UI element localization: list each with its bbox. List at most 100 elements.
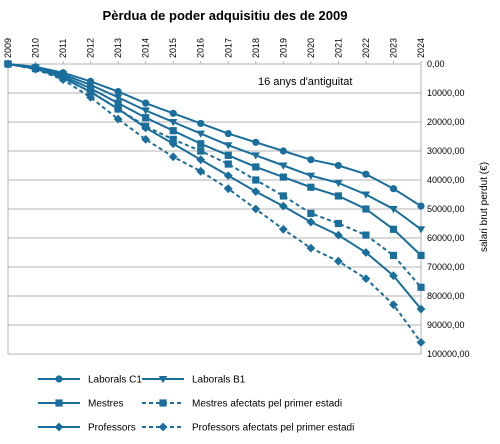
- data-point: [306, 172, 316, 180]
- data-point: [197, 147, 205, 155]
- data-point: [113, 104, 123, 114]
- legend-marker: [55, 375, 63, 383]
- data-point: [141, 107, 150, 115]
- x-tick-label: 2016: [196, 38, 206, 58]
- series-line: [7, 63, 422, 207]
- legend-label: Mestres afectats pel primer estadi: [192, 399, 342, 410]
- data-point: [169, 119, 178, 127]
- data-point: [142, 114, 150, 122]
- legend-item-mestres: Mestres: [38, 399, 124, 410]
- data-point: [279, 173, 287, 181]
- y-tick-label: 50000,00: [427, 204, 465, 214]
- x-axis-tick-labels: 2009 2010 2011 2012 2013 2014 2015 2016 2017 2018…: [3, 38, 426, 64]
- x-tick-label: 2010: [31, 38, 41, 58]
- data-point: [417, 251, 425, 259]
- data-point: [334, 179, 343, 188]
- x-tick-label: 2009: [3, 38, 13, 58]
- data-point: [417, 283, 425, 291]
- data-point: [306, 217, 316, 227]
- y-tick-label: 10000,00: [427, 88, 465, 98]
- data-point: [113, 94, 123, 102]
- data-point: [416, 304, 426, 314]
- legend-item-laborals-b1: Laborals B1: [142, 375, 246, 386]
- data-point: [252, 163, 260, 171]
- data-point: [362, 170, 370, 178]
- y-tick-label: 100000,00: [427, 349, 470, 359]
- data-point: [168, 139, 178, 149]
- legend-item-laborals-c1: Laborals C1: [38, 375, 142, 386]
- y-tick-label: 30000,00: [427, 146, 465, 156]
- x-tick-label: 2014: [141, 38, 151, 58]
- data-point: [141, 135, 151, 144]
- data-point: [223, 171, 233, 181]
- legend-item-professors: Professors: [38, 423, 136, 434]
- data-point: [142, 99, 150, 107]
- data-point: [279, 147, 287, 155]
- data-point: [86, 92, 95, 102]
- data-point: [114, 99, 122, 107]
- data-point: [279, 162, 288, 170]
- x-tick-label: 2012: [86, 38, 96, 58]
- legend-item-mestres-afectats-pel-primer-estadi: Mestres afectats pel primer estadi: [142, 399, 342, 410]
- data-point: [224, 142, 233, 150]
- x-tick-label: 2015: [168, 38, 178, 58]
- x-tick-label: 2018: [251, 38, 261, 58]
- data-point: [416, 226, 426, 234]
- data-point: [307, 156, 315, 164]
- data-point: [169, 109, 177, 117]
- x-tick-label: 2021: [333, 38, 343, 58]
- data-point: [417, 202, 425, 210]
- x-tick-label: 2019: [278, 38, 288, 58]
- data-point: [306, 243, 316, 253]
- data-point: [389, 206, 398, 214]
- data-point: [31, 64, 40, 74]
- data-point: [197, 119, 205, 128]
- data-point: [251, 152, 260, 160]
- data-point: [251, 204, 261, 214]
- data-point: [197, 140, 205, 148]
- data-point: [224, 160, 232, 168]
- data-point: [389, 185, 398, 193]
- x-tick-label: 2024: [416, 38, 426, 58]
- data-point: [361, 248, 371, 257]
- series-line: [7, 63, 422, 310]
- y-tick-label: 70000,00: [427, 262, 465, 272]
- y-tick-label: 0,00: [427, 59, 445, 69]
- y-tick-label: 20000,00: [427, 117, 465, 127]
- legend-marker: [158, 376, 168, 384]
- data-point: [224, 151, 232, 159]
- data-point: [389, 225, 398, 233]
- data-point: [389, 300, 398, 310]
- data-point: [58, 75, 68, 85]
- data-point: [224, 130, 232, 138]
- data-point: [334, 256, 343, 266]
- legend-label: Mestres: [88, 399, 124, 410]
- data-point: [361, 191, 371, 199]
- series-line: [7, 63, 422, 231]
- x-tick-label: 2017: [223, 38, 233, 58]
- data-point: [252, 176, 260, 184]
- x-tick-label: 2023: [388, 38, 398, 58]
- data-point: [307, 183, 315, 191]
- data-point: [334, 219, 342, 228]
- data-point: [279, 192, 287, 200]
- x-tick-label: 2022: [361, 38, 371, 58]
- chart-title: Pèrdua de poder adquisitiu des de 2009: [103, 8, 348, 23]
- data-point: [169, 127, 177, 135]
- y-tick-label: 60000,00: [427, 233, 465, 243]
- series-layer: [3, 59, 426, 347]
- y-tick-label: 90000,00: [427, 320, 465, 330]
- data-point: [334, 161, 342, 170]
- legend-item-professors-afectats-pel-primer-estadi: Professors afectats pel primer estadi: [142, 423, 354, 434]
- x-tick-label: 2011: [58, 39, 68, 58]
- data-point: [168, 152, 178, 162]
- legend-marker: [54, 422, 64, 432]
- data-point: [114, 87, 122, 96]
- y-axis-tick-labels: 0,00 10000,00 20000,00 30000,00 40000,00 5000…: [427, 59, 470, 359]
- series-line: [7, 63, 422, 257]
- legend-label: Professors: [88, 423, 136, 434]
- legend-marker: [159, 399, 167, 407]
- y-tick-label: 80000,00: [427, 291, 465, 301]
- legend-label: Professors afectats pel primer estadi: [192, 423, 354, 434]
